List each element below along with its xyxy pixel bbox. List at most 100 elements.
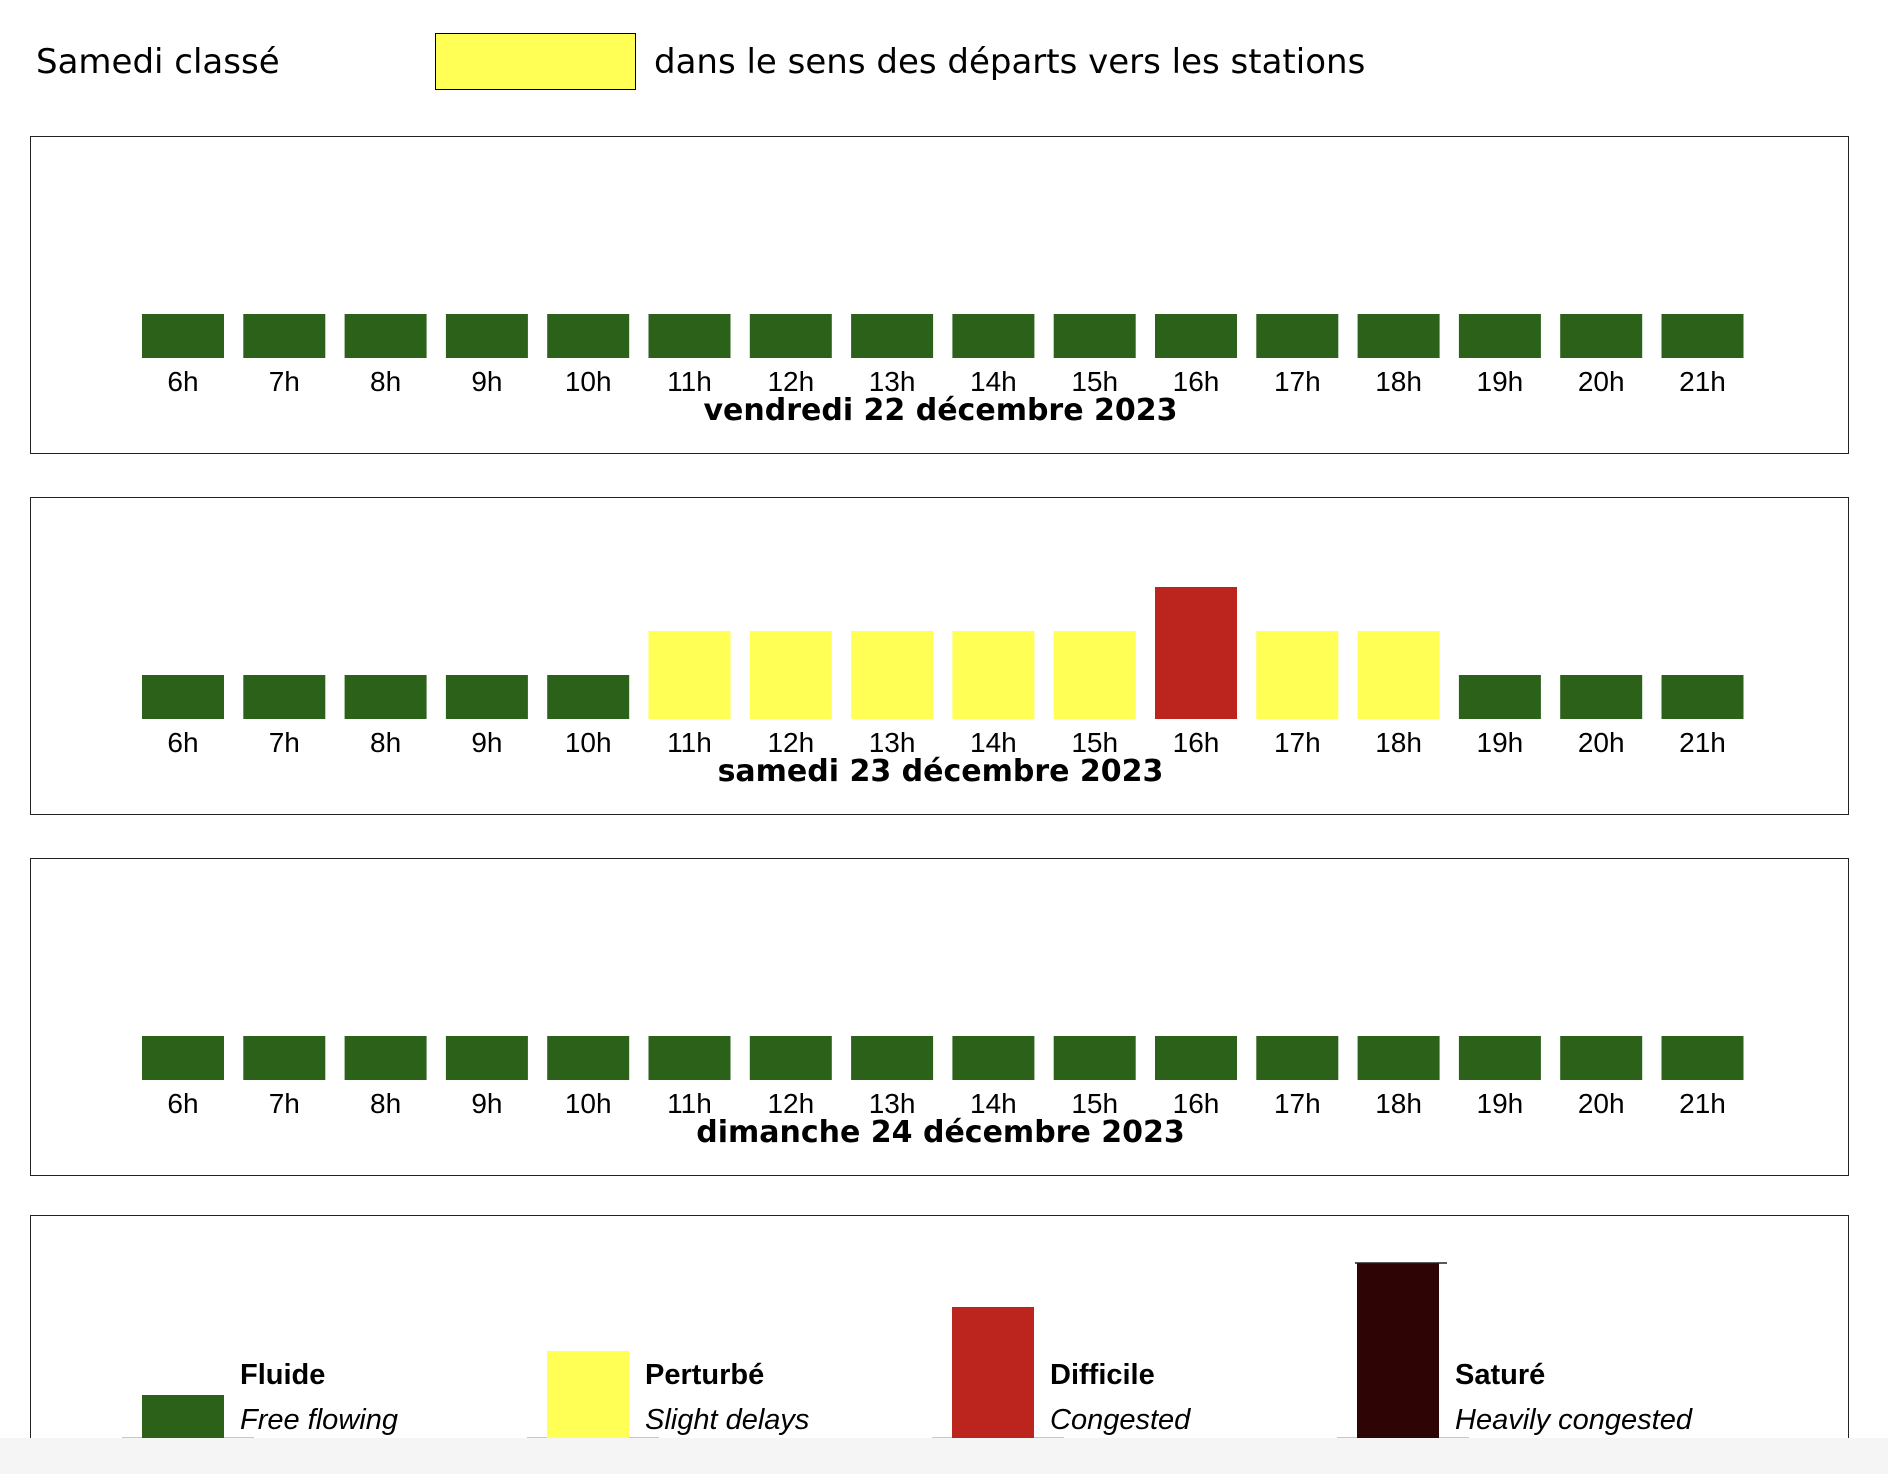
hour-tick-label: 17h <box>1274 366 1321 397</box>
hour-tick-label: 13h <box>869 366 916 397</box>
hour-tick-label: 17h <box>1274 727 1321 758</box>
bar-9h <box>445 314 528 358</box>
hour-tick-label: 9h <box>471 727 502 758</box>
bar-16h <box>1155 314 1237 358</box>
bar-13h <box>851 631 934 719</box>
hour-tick-label: 17h <box>1274 1088 1321 1119</box>
hour-tick-label: 12h <box>767 727 814 758</box>
bar-8h <box>344 314 427 358</box>
hour-tick-label: 21h <box>1679 366 1726 397</box>
hour-tick-label: 20h <box>1578 1088 1625 1119</box>
bottom-strip <box>0 1438 1888 1474</box>
bar-6h <box>142 675 224 719</box>
day-chart-friday: 6h 7h 8h 9h 10h 11h 12h 13h 14h 15h 16h 17h 18h 19h 20… <box>142 314 1744 397</box>
hour-tick-label: 16h <box>1173 727 1220 758</box>
hour-tick-label: 12h <box>767 366 814 397</box>
hour-tick-label: 18h <box>1375 366 1422 397</box>
bar-21h <box>1661 675 1744 719</box>
hour-tick-label: 20h <box>1578 366 1625 397</box>
bar-12h <box>749 1036 832 1080</box>
bar-15h <box>1053 314 1136 358</box>
bar-8h <box>344 1036 427 1080</box>
hour-tick-label: 13h <box>869 1088 916 1119</box>
hour-tick-label: 10h <box>565 366 612 397</box>
hour-tick-label: 18h <box>1375 1088 1422 1119</box>
bar-15h <box>1053 1036 1136 1080</box>
legend-swatch-level-3 <box>952 1307 1034 1439</box>
bar-15h <box>1053 631 1136 719</box>
legend-difficile-subtitle: Congested <box>1050 1404 1191 1436</box>
bar-19h <box>1458 1036 1541 1080</box>
bar-13h <box>851 1036 934 1080</box>
hour-tick-label: 12h <box>767 1088 814 1119</box>
legend-perturbe-subtitle: Slight delays <box>645 1404 810 1436</box>
hour-tick-label: 15h <box>1071 366 1118 397</box>
hour-tick-label: 10h <box>565 727 612 758</box>
legend-swatch-level-1 <box>142 1395 224 1439</box>
bar-10h <box>547 1036 630 1080</box>
bar-12h <box>749 631 832 719</box>
bar-20h <box>1560 675 1643 719</box>
hour-tick-label: 19h <box>1477 727 1524 758</box>
hour-tick-label: 15h <box>1071 727 1118 758</box>
bar-11h <box>648 631 731 719</box>
hour-tick-label: 15h <box>1071 1088 1118 1119</box>
bar-14h <box>952 631 1035 719</box>
bar-18h <box>1357 631 1440 719</box>
hour-tick-label: 7h <box>269 366 300 397</box>
bar-7h <box>243 314 326 358</box>
bar-17h <box>1256 314 1339 358</box>
header-day-type: Samedi classé <box>36 42 280 82</box>
legend-fluide-title: Fluide <box>240 1359 326 1391</box>
hour-tick-label: 6h <box>167 366 198 397</box>
day-panel-friday: 6h 7h 8h 9h 10h 11h 12h 13h 14h 15h 16h 17h 18h 19h 20… <box>30 136 1849 454</box>
header-direction: dans le sens des départs vers les statio… <box>654 42 1366 82</box>
bar-17h <box>1256 631 1339 719</box>
legend-fluide-subtitle: Free flowing <box>240 1404 398 1436</box>
hour-tick-label: 6h <box>167 1088 198 1119</box>
hour-tick-label: 20h <box>1578 727 1625 758</box>
bar-20h <box>1560 1036 1643 1080</box>
hour-tick-label: 16h <box>1173 366 1220 397</box>
header-color-swatch <box>435 33 636 90</box>
legend-sature-title: Saturé <box>1455 1359 1546 1391</box>
day-chart-saturday: 6h 7h 8h 9h 10h 11h 12h 13h 14h 15h 16h 17h 18h 19h 20… <box>142 587 1744 758</box>
legend: Fluide Free flowing Perturbé Slight dela… <box>30 1215 1849 1439</box>
hour-tick-label: 19h <box>1477 1088 1524 1119</box>
legend-swatch-level-2 <box>547 1351 629 1439</box>
day-date-label: vendredi 22 décembre 2023 <box>703 393 1178 428</box>
day-chart-sunday: 6h 7h 8h 9h 10h 11h 12h 13h 14h 15h 16h 17h 18h 19h 20… <box>142 1036 1744 1119</box>
hour-tick-label: 6h <box>167 727 198 758</box>
bar-16h <box>1155 1036 1237 1080</box>
day-panel-saturday: 6h 7h 8h 9h 10h 11h 12h 13h 14h 15h 16h 17h 18h 19h 20… <box>30 497 1849 815</box>
bar-11h <box>648 314 731 358</box>
bar-10h <box>547 675 630 719</box>
hour-tick-label: 21h <box>1679 1088 1726 1119</box>
bar-14h <box>952 314 1035 358</box>
hour-tick-label: 11h <box>667 1088 712 1119</box>
hour-tick-label: 13h <box>869 727 916 758</box>
hour-tick-label: 14h <box>970 727 1017 758</box>
bar-11h <box>648 1036 731 1080</box>
legend-sature-subtitle: Heavily congested <box>1455 1404 1692 1436</box>
bar-13h <box>851 314 934 358</box>
bar-10h <box>547 314 630 358</box>
bar-6h <box>142 1036 224 1080</box>
bar-9h <box>445 1036 528 1080</box>
bar-6h <box>142 314 224 358</box>
day-panel-sunday: 6h 7h 8h 9h 10h 11h 12h 13h 14h 15h 16h 17h 18h 19h 20… <box>30 858 1849 1176</box>
hour-tick-label: 11h <box>667 727 712 758</box>
bar-9h <box>445 675 528 719</box>
bar-16h <box>1155 587 1237 719</box>
bar-18h <box>1357 314 1440 358</box>
hour-tick-label: 7h <box>269 727 300 758</box>
hour-tick-label: 8h <box>370 366 401 397</box>
bar-14h <box>952 1036 1035 1080</box>
bar-12h <box>749 314 832 358</box>
bar-7h <box>243 675 326 719</box>
bar-17h <box>1256 1036 1339 1080</box>
hour-tick-label: 19h <box>1477 366 1524 397</box>
hour-tick-label: 18h <box>1375 727 1422 758</box>
hour-tick-label: 14h <box>970 1088 1017 1119</box>
hour-tick-label: 8h <box>370 1088 401 1119</box>
